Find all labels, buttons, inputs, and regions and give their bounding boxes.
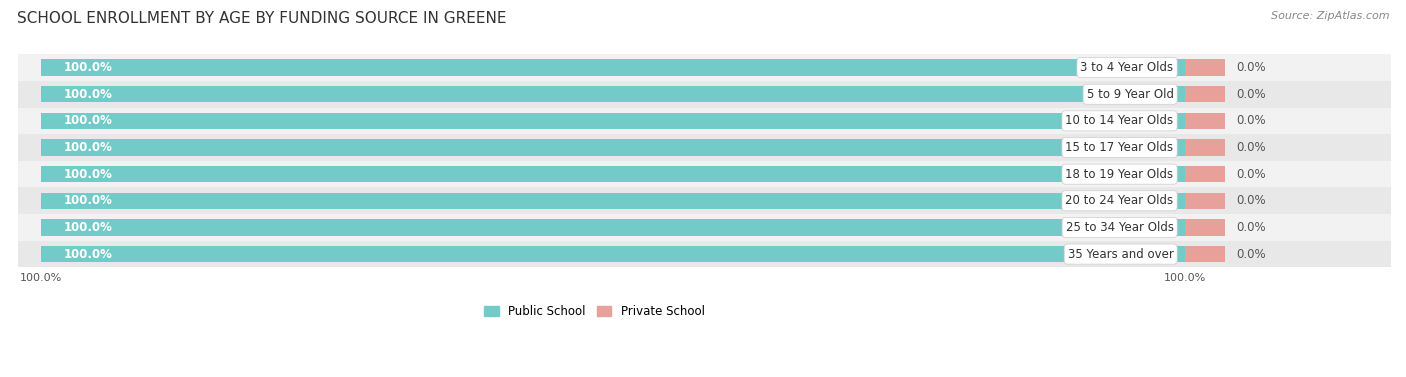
Bar [18, 214, 1391, 241]
Text: 100.0%: 100.0% [63, 221, 112, 234]
Text: 100.0%: 100.0% [63, 141, 112, 154]
Text: 0.0%: 0.0% [1236, 61, 1267, 74]
Text: 100.0%: 100.0% [1164, 273, 1206, 283]
Text: 100.0%: 100.0% [63, 88, 112, 101]
Bar [41, 219, 1185, 236]
Bar [18, 54, 1391, 81]
Bar [1185, 246, 1225, 262]
Bar [18, 161, 1391, 187]
Bar [1185, 219, 1225, 236]
Bar [1185, 113, 1225, 129]
Text: 0.0%: 0.0% [1236, 141, 1267, 154]
Text: 0.0%: 0.0% [1236, 248, 1267, 261]
Bar [41, 139, 1185, 156]
Bar [18, 107, 1391, 134]
Text: 5 to 9 Year Old: 5 to 9 Year Old [1087, 88, 1174, 101]
Bar [1185, 59, 1225, 76]
Text: 100.0%: 100.0% [63, 168, 112, 181]
Bar [1185, 166, 1225, 182]
Text: 20 to 24 Year Olds: 20 to 24 Year Olds [1066, 194, 1174, 207]
Text: 15 to 17 Year Olds: 15 to 17 Year Olds [1066, 141, 1174, 154]
Text: 100.0%: 100.0% [63, 194, 112, 207]
Text: 25 to 34 Year Olds: 25 to 34 Year Olds [1066, 221, 1174, 234]
Bar [41, 113, 1185, 129]
Text: 0.0%: 0.0% [1236, 221, 1267, 234]
Text: 35 Years and over: 35 Years and over [1067, 248, 1174, 261]
Text: 0.0%: 0.0% [1236, 194, 1267, 207]
Text: 10 to 14 Year Olds: 10 to 14 Year Olds [1066, 114, 1174, 127]
Text: 100.0%: 100.0% [63, 61, 112, 74]
Bar [18, 81, 1391, 107]
Text: 0.0%: 0.0% [1236, 88, 1267, 101]
Text: 100.0%: 100.0% [63, 248, 112, 261]
Bar [1185, 193, 1225, 209]
Text: Source: ZipAtlas.com: Source: ZipAtlas.com [1271, 11, 1389, 21]
Bar [18, 187, 1391, 214]
Text: 18 to 19 Year Olds: 18 to 19 Year Olds [1066, 168, 1174, 181]
Text: 100.0%: 100.0% [63, 114, 112, 127]
Bar [1185, 86, 1225, 103]
Bar [41, 86, 1185, 103]
Text: 0.0%: 0.0% [1236, 114, 1267, 127]
Text: 100.0%: 100.0% [20, 273, 62, 283]
Bar [41, 166, 1185, 182]
Bar [41, 193, 1185, 209]
Bar [1185, 139, 1225, 156]
Text: 0.0%: 0.0% [1236, 168, 1267, 181]
Text: 3 to 4 Year Olds: 3 to 4 Year Olds [1080, 61, 1174, 74]
Text: SCHOOL ENROLLMENT BY AGE BY FUNDING SOURCE IN GREENE: SCHOOL ENROLLMENT BY AGE BY FUNDING SOUR… [17, 11, 506, 26]
Legend: Public School, Private School: Public School, Private School [479, 300, 710, 323]
Bar [41, 59, 1185, 76]
Bar [18, 134, 1391, 161]
Bar [18, 241, 1391, 267]
Bar [41, 246, 1185, 262]
